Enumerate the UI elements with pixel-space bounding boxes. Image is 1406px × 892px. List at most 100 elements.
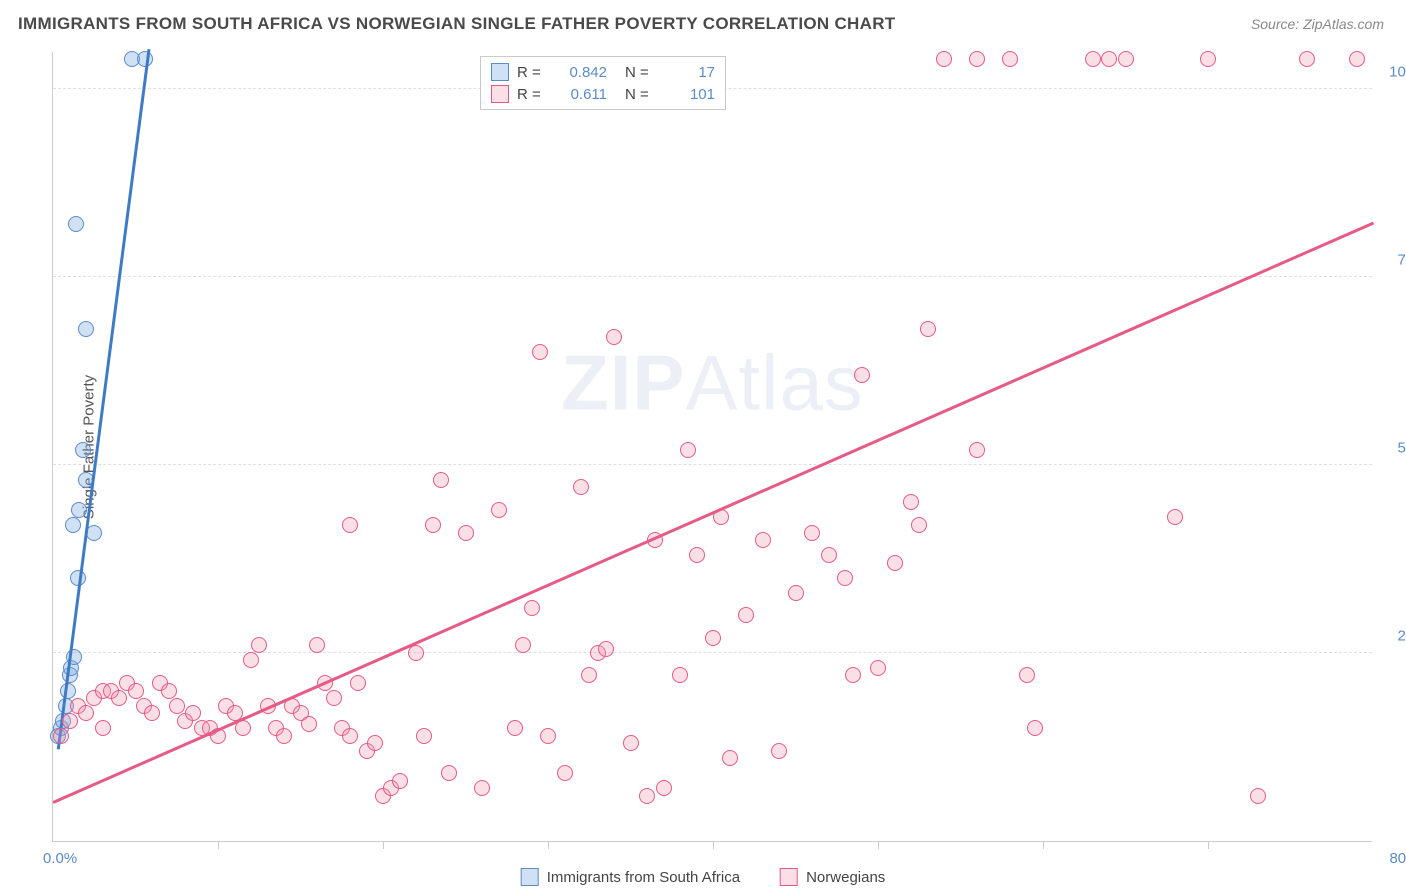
data-point (301, 716, 317, 732)
x-tick (218, 841, 219, 849)
legend-correlation-row: R =0.842N =17 (491, 61, 715, 83)
data-point (144, 705, 160, 721)
data-point (623, 735, 639, 751)
data-point (474, 780, 490, 796)
data-point (771, 743, 787, 759)
chart-title: IMMIGRANTS FROM SOUTH AFRICA VS NORWEGIA… (18, 14, 895, 34)
x-max-label: 80.0% (1389, 850, 1406, 867)
data-point (425, 517, 441, 533)
legend-correlation: R = 0.842 N = 17 R = 0.611 N = 101 (480, 56, 726, 110)
data-point (342, 517, 358, 533)
legend-series-label: Norwegians (806, 869, 885, 886)
data-point (408, 645, 424, 661)
data-point (350, 675, 366, 691)
x-origin-label: 0.0% (43, 850, 77, 867)
data-point (532, 344, 548, 360)
data-point (161, 683, 177, 699)
data-point (95, 720, 111, 736)
x-tick (383, 841, 384, 849)
data-point (788, 585, 804, 601)
data-point (78, 321, 94, 337)
trend-line (57, 50, 150, 750)
y-tick-label: 50.0% (1397, 439, 1406, 456)
legend-swatch (780, 868, 798, 886)
legend-n-value: 17 (661, 64, 715, 81)
data-point (598, 641, 614, 657)
data-point (128, 683, 144, 699)
data-point (441, 765, 457, 781)
data-point (1299, 51, 1315, 67)
data-point (524, 600, 540, 616)
data-point (1085, 51, 1101, 67)
data-point (755, 532, 771, 548)
data-point (62, 713, 78, 729)
x-tick (1043, 841, 1044, 849)
data-point (557, 765, 573, 781)
data-point (606, 329, 622, 345)
data-point (276, 728, 292, 744)
legend-series-label: Immigrants from South Africa (547, 869, 740, 886)
data-point (507, 720, 523, 736)
data-point (722, 750, 738, 766)
plot-area: ZIPAtlas Single Father Poverty 0.0% 80.0… (52, 52, 1372, 842)
data-point (60, 683, 76, 699)
data-point (326, 690, 342, 706)
x-tick (1208, 841, 1209, 849)
data-point (78, 705, 94, 721)
data-point (458, 525, 474, 541)
data-point (689, 547, 705, 563)
data-point (656, 780, 672, 796)
data-point (68, 216, 84, 232)
y-tick-label: 25.0% (1397, 627, 1406, 644)
legend-n-value: 101 (661, 86, 715, 103)
data-point (1167, 509, 1183, 525)
data-point (903, 494, 919, 510)
data-point (185, 705, 201, 721)
data-point (309, 637, 325, 653)
legend-n-label: N = (625, 86, 653, 103)
data-point (540, 728, 556, 744)
legend-r-value: 0.611 (553, 86, 607, 103)
data-point (1349, 51, 1365, 67)
data-point (1019, 667, 1035, 683)
data-point (169, 698, 185, 714)
data-point (392, 773, 408, 789)
data-point (887, 555, 903, 571)
chart-container: IMMIGRANTS FROM SOUTH AFRICA VS NORWEGIA… (0, 0, 1406, 892)
data-point (1101, 51, 1117, 67)
legend-correlation-row: R = 0.611 N = 101 (491, 83, 715, 105)
data-point (680, 442, 696, 458)
legend-series-item: Norwegians (780, 868, 885, 886)
data-point (920, 321, 936, 337)
data-point (111, 690, 127, 706)
data-point (1118, 51, 1134, 67)
legend-swatch (491, 85, 509, 103)
y-tick-label: 75.0% (1397, 251, 1406, 268)
legend-n-label: N = (625, 64, 653, 81)
data-point (1002, 51, 1018, 67)
legend-r-value: 0.842 (553, 64, 607, 81)
watermark: ZIPAtlas (561, 338, 864, 429)
data-point (251, 637, 267, 653)
data-point (433, 472, 449, 488)
data-point (969, 51, 985, 67)
data-point (416, 728, 432, 744)
data-point (581, 667, 597, 683)
data-point (672, 667, 688, 683)
data-point (804, 525, 820, 541)
legend-r-label: R = (517, 86, 545, 103)
data-point (854, 367, 870, 383)
data-point (573, 479, 589, 495)
data-point (705, 630, 721, 646)
data-point (243, 652, 259, 668)
data-point (342, 728, 358, 744)
data-point (53, 728, 69, 744)
gridline (53, 276, 1372, 277)
x-tick (878, 841, 879, 849)
data-point (837, 570, 853, 586)
x-tick (548, 841, 549, 849)
data-point (65, 517, 81, 533)
data-point (71, 502, 87, 518)
x-tick (713, 841, 714, 849)
legend-swatch (491, 63, 509, 81)
